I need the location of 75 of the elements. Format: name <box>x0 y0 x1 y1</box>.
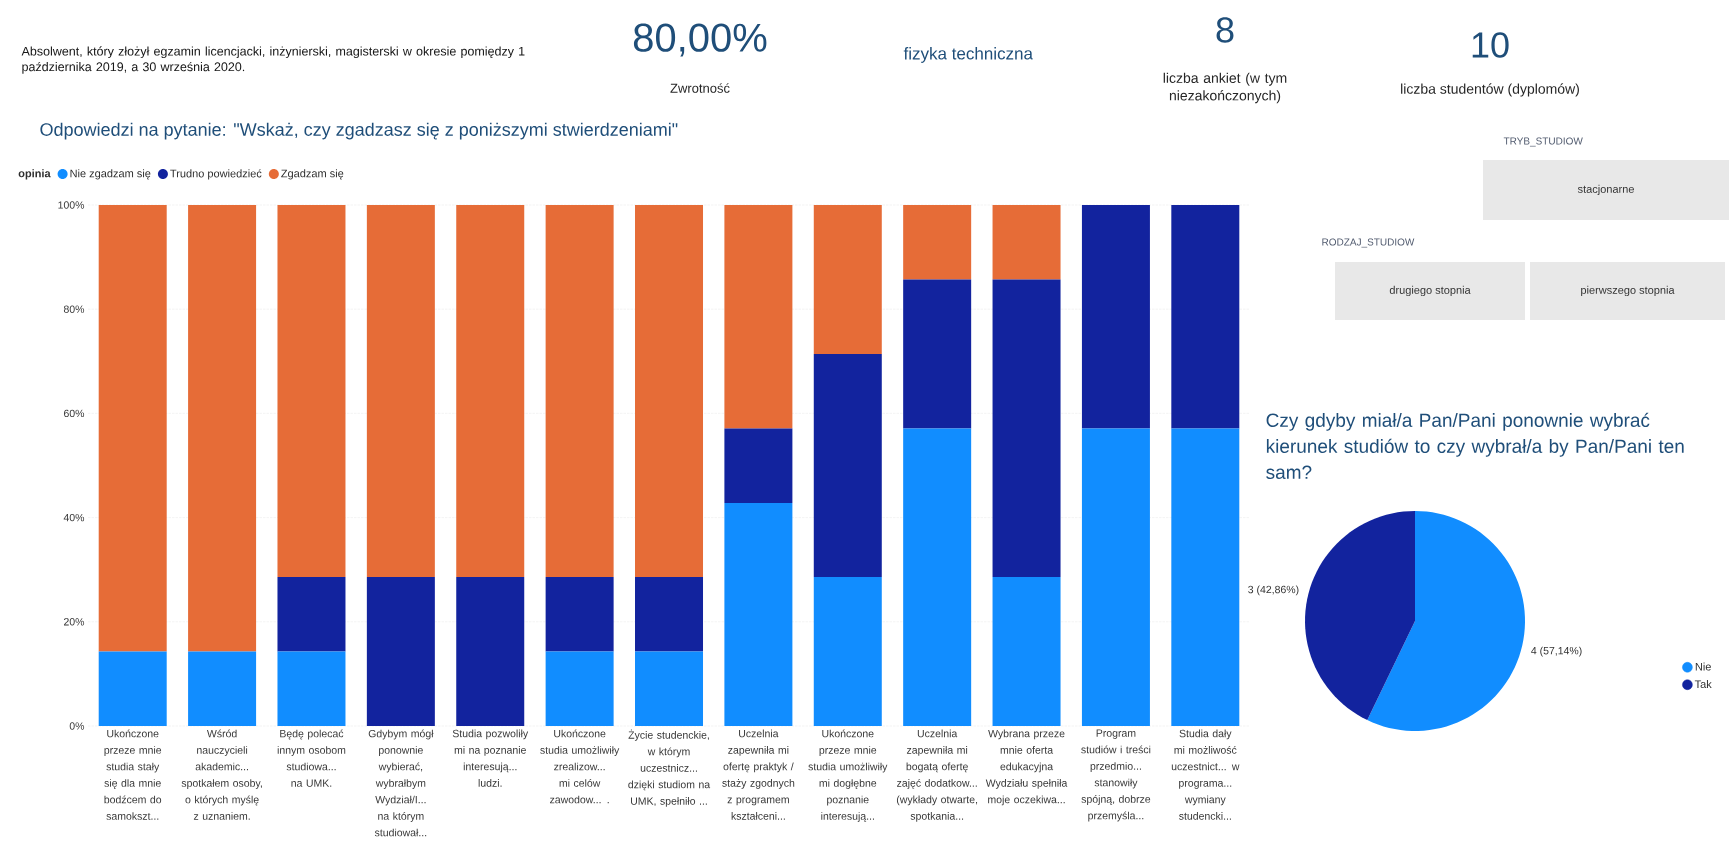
text: 80,00% <box>633 23 767 57</box>
text: stacjonarne <box>1577 184 1634 196</box>
legend-label: Nie zgadzam się <box>70 169 151 180</box>
x-tick-label: Ukończone przeze mnie studia stały się dla mnie bodźcem do samokszt... <box>104 729 162 820</box>
bar <box>1081 428 1150 726</box>
bar <box>813 576 882 726</box>
bar <box>545 576 614 652</box>
y-tick-label: 20% <box>64 618 85 626</box>
y-tick-label: 100% <box>58 201 85 209</box>
bar <box>456 204 525 577</box>
bar <box>903 428 972 726</box>
text: TRYB_STUDIOW <box>1503 137 1583 147</box>
bar <box>1081 204 1150 429</box>
bar <box>277 651 346 726</box>
x-tick-label: Ukończone studia umożliwiły zrealizow... mi celów zawodow... . <box>540 729 620 804</box>
legend-label: Trudno powiedzieć <box>170 169 262 180</box>
bar <box>545 651 614 726</box>
x-tick-label: Wśród nauczycieli akademic... spotkałem osoby, o których myślę z uznaniem. <box>181 729 262 820</box>
text: drugiego stopnia <box>1389 285 1471 297</box>
bar <box>98 204 167 652</box>
legend-label: Tak <box>1694 679 1712 689</box>
bar <box>188 204 257 652</box>
text: Absolwent, który złożył egzamin licencjacki, inżynierski, magisterski w okresie pomiędzy 1 października 2019, a 30 września 2020. <box>21 46 525 74</box>
text: 8 <box>1216 17 1234 43</box>
data-label: 4 (57,14%) <box>1531 646 1582 657</box>
x-tick-label: Program studiów i treści przedmio... stanowiły spójną, dobrze przemyśla... <box>1081 729 1151 822</box>
bar <box>188 651 257 726</box>
bar <box>903 279 972 429</box>
bar <box>724 204 793 429</box>
text: 10 <box>1472 32 1509 58</box>
bar <box>813 204 882 354</box>
bar <box>813 353 882 577</box>
x-tick-label: Gdybym mógł ponownie wybierać, wybrałbym Wydział/I... na którym studiował... <box>368 729 434 837</box>
data-label: 3 (42,86%) <box>1248 585 1299 596</box>
bar <box>724 503 793 726</box>
x-tick-label: Uczelnia zapewniła mi ofertę praktyk / staży zgodnych z programem kształceni... <box>722 729 795 820</box>
legend-label: Nie <box>1695 662 1711 671</box>
chart-title: Odpowiedzi na pytanie: "Wskaż, czy zgadzasz się z poniższymi stwierdzeniami" <box>40 122 678 140</box>
y-tick-label: 60% <box>64 409 85 418</box>
bar <box>635 576 704 652</box>
bar <box>992 576 1061 726</box>
x-tick-label: Studia dały mi możliwość uczestnict... w programa... wymiany studencki... <box>1171 729 1240 820</box>
bar <box>277 204 346 577</box>
bar <box>903 204 972 280</box>
bar <box>366 576 435 726</box>
bar <box>366 204 435 577</box>
y-tick-label: 40% <box>63 513 85 522</box>
bar <box>635 651 704 726</box>
text: liczba ankiet (w tym niezakończonych) <box>1163 72 1287 104</box>
bar <box>635 204 704 577</box>
bar <box>456 576 525 726</box>
text: pierwszego stopnia <box>1581 285 1675 297</box>
text: liczba studentów (dyplomów) <box>1401 83 1579 97</box>
x-tick-label: Ukończone przeze mnie studia umożliwiły mi dogłębne poznanie interesują... <box>808 729 888 822</box>
y-tick-label: 80% <box>63 305 85 313</box>
bar <box>545 204 614 577</box>
text: RODZAJ_STUDIOW <box>1322 238 1415 248</box>
bar <box>992 204 1061 280</box>
chart-title: Czy gdyby miał/a Pan/Pani ponownie wybrać kierunek studiów to czy wybrał/a by Pan/Pani ten sam? <box>1266 412 1684 479</box>
legend-label: Zgadzam się <box>281 169 344 180</box>
bar <box>1171 204 1240 429</box>
text: Zwrotność <box>670 83 730 93</box>
bar <box>992 279 1061 577</box>
x-tick-label: Będę polecać innym osobom studiowa... na UMK. <box>277 729 346 787</box>
legend-title: opinia <box>18 169 51 180</box>
bar <box>724 428 793 503</box>
x-tick-label: Życie studenckie, w którym uczestnicz... dzięki studiom na UMK, spełniło ... <box>628 729 711 807</box>
bar <box>98 651 167 726</box>
y-tick-label: 0% <box>69 722 85 730</box>
text: fizyka techniczna <box>903 47 1033 63</box>
bar <box>277 576 346 652</box>
x-tick-label: Wybrana przeze mnie oferta edukacyjna Wydziału spełniła moje oczekiwa... <box>985 729 1068 806</box>
bar <box>1171 428 1240 726</box>
x-tick-label: Uczelnia zapewniła mi bogatą ofertę zajęć dodatkow... (wykłady otwarte, spotkania... <box>896 729 978 822</box>
x-tick-label: Studia pozwoliły mi na poznanie interesują... ludzi. <box>452 729 529 787</box>
